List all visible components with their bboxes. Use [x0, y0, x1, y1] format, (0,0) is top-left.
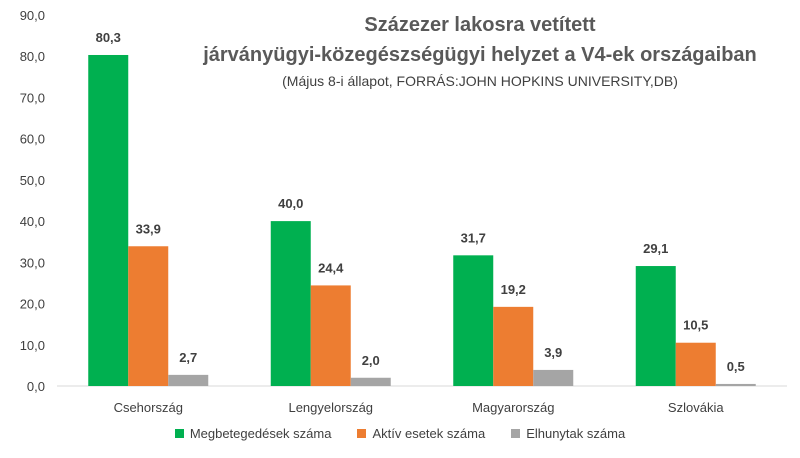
data-label: 0,5 — [727, 359, 745, 374]
legend-swatch-active — [357, 429, 367, 438]
data-label: 33,9 — [136, 221, 161, 236]
legend-item-deaths: Elhunytak száma — [511, 426, 625, 441]
data-label: 19,2 — [501, 282, 526, 297]
y-tick-label: 80,0 — [20, 49, 45, 64]
chart-title-line-2: járványügyi-közegészségügyi helyzet a V4… — [203, 44, 757, 66]
bar — [453, 255, 494, 386]
x-category-label: Csehország — [114, 400, 183, 415]
legend-item-cases: Megbetegedések száma — [174, 426, 332, 441]
legend-item-active: Aktív esetek száma — [357, 426, 485, 441]
bar — [533, 369, 574, 386]
bar — [88, 54, 129, 386]
data-label: 24,4 — [318, 260, 344, 275]
legend-label-active: Aktív esetek száma — [372, 426, 486, 441]
legend-swatch-cases — [174, 429, 184, 438]
bar — [635, 266, 676, 386]
data-label: 29,1 — [643, 241, 668, 256]
chart-legend: Megbetegedések száma Aktív esetek száma … — [0, 426, 800, 441]
y-tick-label: 50,0 — [20, 173, 45, 188]
y-tick-label: 20,0 — [20, 297, 45, 312]
data-label: 31,7 — [461, 230, 486, 245]
y-tick-label: 0,0 — [27, 379, 45, 394]
legend-swatch-deaths — [511, 429, 521, 438]
legend-label-deaths: Elhunytak száma — [526, 426, 626, 441]
data-label: 80,3 — [96, 30, 121, 45]
data-label: 2,0 — [362, 353, 380, 368]
x-category-label: Szlovákia — [668, 400, 724, 415]
chart-subtitle: (Május 8-i állapot, FORRÁS:JOHN HOPKINS … — [282, 73, 678, 89]
bar — [128, 246, 169, 386]
legend-label-cases: Megbetegedések száma — [189, 426, 332, 441]
data-label: 40,0 — [278, 196, 303, 211]
bar — [715, 383, 756, 386]
y-tick-label: 40,0 — [20, 214, 45, 229]
y-tick-label: 30,0 — [20, 255, 45, 270]
bar — [310, 285, 351, 386]
data-label: 2,7 — [179, 350, 197, 365]
chart-title-line-1: Százezer lakosra vetített — [364, 14, 596, 36]
x-category-label: Lengyelország — [288, 400, 373, 415]
x-category-label: Magyarország — [472, 400, 554, 415]
bar — [270, 221, 311, 386]
bar — [350, 377, 391, 386]
y-tick-label: 60,0 — [20, 132, 45, 147]
bar — [675, 342, 716, 386]
data-label: 3,9 — [544, 345, 562, 360]
y-tick-label: 90,0 — [20, 8, 45, 23]
bar — [168, 374, 209, 386]
bar — [493, 306, 534, 386]
y-tick-label: 10,0 — [20, 338, 45, 353]
y-tick-label: 70,0 — [20, 90, 45, 105]
data-label: 10,5 — [683, 318, 708, 333]
